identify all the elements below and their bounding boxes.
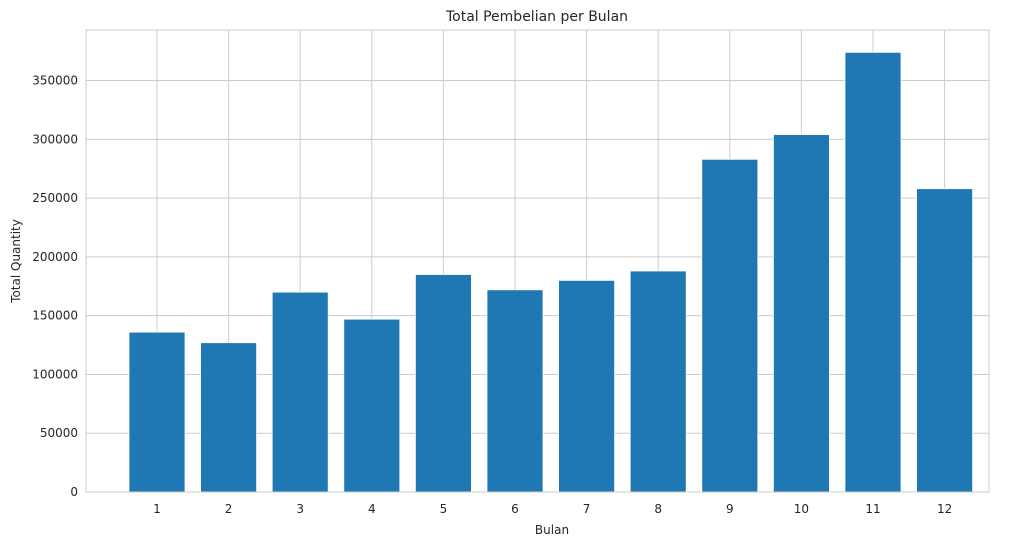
bar-month-4 (343, 318, 401, 493)
y-tick-label: 0 (70, 485, 78, 499)
y-axis-label: Total Quantity (9, 219, 23, 304)
bar-month-12 (916, 188, 973, 493)
bar-month-8 (629, 270, 687, 493)
x-tick-label: 2 (225, 502, 233, 516)
x-tick-label: 10 (794, 502, 809, 516)
bar-month-5 (414, 274, 472, 493)
plot-frame (85, 29, 990, 493)
y-tick-label: 200000 (32, 250, 78, 264)
bar-month-11 (844, 51, 902, 493)
x-tick-label: 8 (654, 502, 662, 516)
bar-month-9 (701, 158, 759, 493)
bar-month-1 (128, 331, 186, 493)
y-tick-label: 150000 (32, 309, 78, 323)
y-tick-label: 300000 (32, 132, 78, 146)
x-tick-label: 6 (511, 502, 519, 516)
bar-month-10 (773, 134, 830, 493)
x-tick-label: 7 (583, 502, 591, 516)
x-axis-label: Bulan (535, 523, 569, 537)
y-tick-label: 50000 (40, 426, 78, 440)
bars (128, 51, 973, 493)
x-tick-label: 3 (296, 502, 304, 516)
y-tick-label: 250000 (32, 191, 78, 205)
x-tick-label: 1 (153, 502, 161, 516)
y-tick-labels: 0 50000 100000 150000 200000 250000 300000 3500… (32, 74, 78, 499)
bar-month-6 (486, 289, 544, 493)
x-tick-label: 4 (368, 502, 376, 516)
bar-month-2 (200, 342, 258, 493)
y-tick-label: 100000 (32, 367, 78, 381)
x-tick-label: 9 (726, 502, 734, 516)
x-tick-label: 5 (440, 502, 448, 516)
x-tick-label: 12 (937, 502, 952, 516)
bar-month-3 (271, 291, 329, 493)
x-tick-label: 11 (865, 502, 880, 516)
bar-month-7 (558, 279, 615, 493)
y-tick-label: 350000 (32, 74, 78, 88)
x-tick-labels: 1 2 3 4 5 6 7 8 9 10 11 12 (153, 502, 952, 516)
chart-title: Total Pembelian per Bulan (445, 9, 628, 25)
